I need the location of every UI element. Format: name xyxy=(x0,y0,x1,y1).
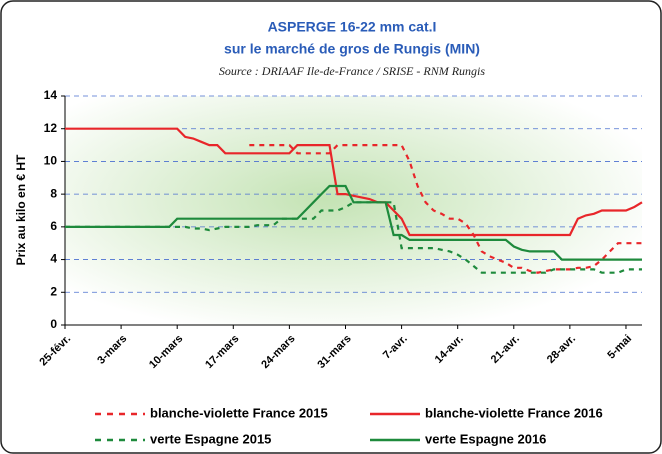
y-axis-label: Prix au kilo en € HT xyxy=(14,154,28,265)
series-line xyxy=(65,201,642,274)
legend-label: verte Espagne 2015 xyxy=(150,431,271,446)
y-tick-label: 0 xyxy=(50,317,57,331)
legend-label: blanche-violette France 2016 xyxy=(425,405,603,420)
chart-subtitle: sur le marché de gros de Rungis (MIN) xyxy=(224,41,480,57)
y-tick-label: 8 xyxy=(50,186,57,200)
y-tick-label: 12 xyxy=(44,121,58,135)
y-tick-label: 14 xyxy=(44,88,58,102)
y-tick-label: 4 xyxy=(50,252,57,266)
series-line xyxy=(65,184,642,261)
series-line xyxy=(249,144,642,274)
chart-title: ASPERGE 16-22 mm cat.I xyxy=(268,19,437,35)
y-tick-label: 2 xyxy=(50,284,57,298)
source: Source : DRIAAF Ile-de-France / SRISE - … xyxy=(219,64,485,78)
y-tick-label: 10 xyxy=(44,154,58,168)
series-line xyxy=(65,127,643,237)
y-tick-label: 6 xyxy=(50,219,57,233)
legend-label: blanche-violette France 2015 xyxy=(150,405,328,420)
plot-area xyxy=(65,96,642,325)
legend-label: verte Espagne 2016 xyxy=(425,431,546,446)
